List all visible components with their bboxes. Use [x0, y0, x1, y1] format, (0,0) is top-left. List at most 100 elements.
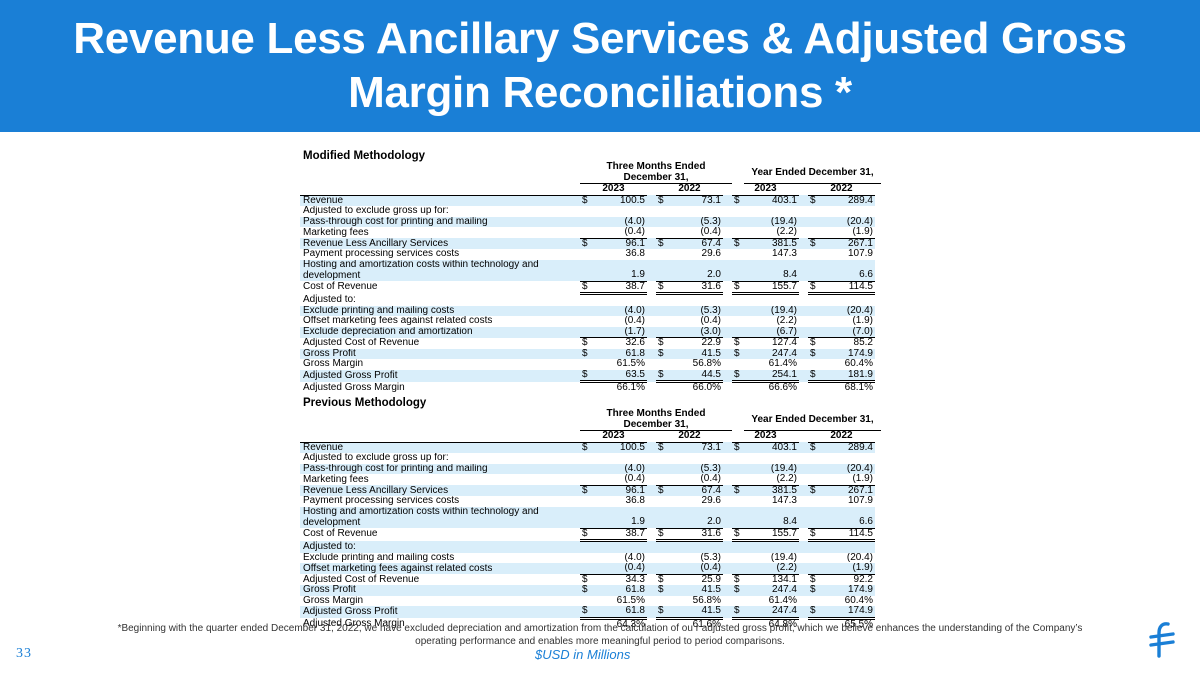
cell-value: 61.4%: [768, 359, 797, 370]
currency-symbol: $: [810, 574, 816, 585]
cell-value: 73.1: [668, 442, 723, 453]
cell-value: [820, 540, 875, 553]
cell-value: (4.0): [592, 216, 647, 227]
currency-symbol: [808, 453, 820, 464]
currency-symbol: $: [580, 348, 592, 359]
cell-value: [668, 259, 723, 270]
currency-symbol: [656, 249, 668, 260]
group-header-row: Three Months Ended December 31, Year Ende…: [300, 161, 881, 184]
row-label: Adjusted Gross Profit: [300, 606, 580, 618]
currency-symbol: [808, 305, 820, 316]
cell-value: 247.4: [744, 606, 799, 620]
currency-symbol: $: [732, 195, 744, 206]
cell-value: (1.9): [820, 474, 875, 486]
cell-value: 61.4%: [768, 595, 797, 606]
table-row: Adjusted Gross Margin 66.1% 66.0% 66.6% 68.1…: [300, 382, 881, 394]
cell-value: 67.4: [668, 485, 723, 496]
currency-symbol: [808, 227, 820, 239]
cell-value: (1.9): [820, 563, 875, 575]
cell-value: (3.0): [668, 326, 723, 338]
row-label: Offset marketing fees against related co…: [300, 563, 580, 574]
cell-value: 8.4: [744, 517, 799, 529]
row-label: Adjusted to:: [303, 293, 356, 305]
currency-symbol: [580, 596, 592, 607]
currency-symbol: [656, 359, 668, 370]
currency-symbol: [808, 474, 820, 486]
currency-symbol: [808, 463, 820, 474]
row-label: Gross Margin: [303, 595, 364, 606]
row-label: Hosting and amortization costs within te…: [300, 506, 580, 517]
cell-value: [592, 540, 647, 553]
cell-value: 289.4: [820, 195, 875, 206]
cell-value: [668, 453, 723, 464]
currency-symbol: $: [582, 337, 588, 349]
cell-value: (6.7): [744, 326, 799, 338]
cell-value: (19.4): [744, 305, 799, 316]
cell-value: 66.0%: [692, 382, 721, 394]
cell-value: 68.1%: [844, 382, 873, 394]
currency-symbol: $: [580, 485, 592, 496]
currency-symbol: [580, 259, 592, 270]
currency-symbol: $: [732, 348, 744, 359]
currency-symbol: $: [732, 606, 744, 620]
cell-value: 1.9: [592, 517, 647, 529]
cell-value: (20.4): [820, 216, 875, 227]
table-row: Cost of Revenue $38.7 $31.6 $155.7 $114.5: [300, 528, 881, 542]
currency-symbol: $: [808, 195, 820, 206]
table-row: Gross Profit $61.8 $41.5 $247.4 $174.9: [300, 585, 881, 596]
table-row: Cost of Revenue $38.7 $31.6 $155.7 $114.5: [300, 281, 881, 295]
page-number: 33: [16, 646, 32, 661]
year-header: 2022: [808, 183, 875, 196]
row-label: development: [300, 270, 580, 281]
currency-symbol: $: [656, 528, 668, 542]
row-label: Payment processing services costs: [303, 249, 460, 260]
cell-value: 1.9: [592, 270, 647, 282]
currency-symbol: [732, 453, 744, 464]
currency-symbol: $: [658, 574, 664, 585]
currency-symbol: [732, 227, 744, 239]
table-row: Adjusted Gross Profit $61.8 $41.5 $247.4 $17…: [300, 606, 881, 620]
cell-value: 381.5: [744, 485, 799, 496]
group-header: Three Months Ended December 31,: [580, 161, 732, 184]
cell-value: 29.6: [701, 249, 721, 260]
table-row: development 1.9 2.0 8.4 6.6: [300, 270, 881, 282]
currency-symbol: $: [734, 337, 740, 349]
currency-symbol: $: [656, 195, 668, 206]
cell-value: 60.4%: [844, 359, 873, 370]
currency-symbol: [808, 359, 820, 370]
cell-value: [592, 259, 647, 270]
currency-symbol: [808, 496, 820, 507]
currency-symbol: [732, 359, 744, 370]
table-row: Revenue $100.5 $73.1 $403.1 $289.4: [300, 195, 881, 206]
cell-value: 174.9: [820, 348, 875, 359]
cell-value: (0.4): [668, 227, 723, 239]
cell-value: 44.5: [668, 369, 723, 383]
year-header: 2022: [808, 430, 875, 443]
currency-symbol: [580, 326, 592, 338]
currency-symbol: [808, 249, 820, 260]
currency-symbol: $: [656, 485, 668, 496]
currency-symbol: [580, 206, 592, 217]
row-label: Gross Margin: [303, 359, 364, 370]
cell-value: 267.1: [820, 238, 875, 249]
row-label: Marketing fees: [303, 474, 369, 485]
currency-symbol: [656, 540, 668, 553]
cell-value: (2.2): [744, 474, 799, 486]
currency-symbol: [580, 305, 592, 316]
currency-symbol: [580, 294, 592, 306]
cell-value: (2.2): [744, 563, 799, 575]
cell-value: [668, 206, 723, 217]
currency-symbol: [732, 305, 744, 316]
table-row: Exclude printing and mailing costs (4.0) (…: [300, 553, 881, 564]
currency-symbol: $: [734, 574, 740, 585]
cell-value: 147.3: [771, 249, 797, 260]
cell-value: 2.0: [668, 270, 723, 282]
currency-symbol: [732, 596, 744, 607]
currency-symbol: [656, 316, 668, 327]
table-row: Gross Margin 61.5% 56.8% 61.4% 60.4%: [300, 596, 881, 607]
row-label: Revenue Less Ancillary Services: [300, 485, 580, 496]
currency-symbol: [656, 453, 668, 464]
row-label: Offset marketing fees against related co…: [303, 316, 493, 327]
currency-symbol: [656, 596, 668, 607]
table-row: Payment processing services costs 36.8 29.…: [300, 496, 881, 507]
